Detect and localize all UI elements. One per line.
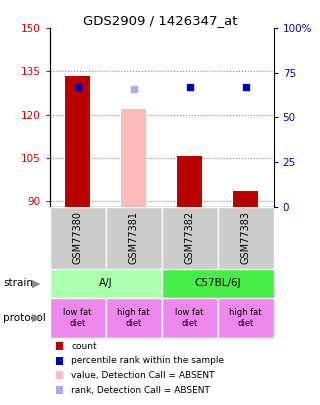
Bar: [65, 76, 90, 207]
Bar: [162, 207, 218, 269]
Text: GSM77382: GSM77382: [185, 211, 195, 264]
Text: A/J: A/J: [99, 279, 112, 288]
Text: high fat
diet: high fat diet: [117, 308, 150, 328]
Text: value, Detection Call = ABSENT: value, Detection Call = ABSENT: [71, 371, 214, 380]
Bar: [233, 191, 258, 207]
Bar: [50, 207, 106, 269]
Text: high fat
diet: high fat diet: [229, 308, 262, 328]
Text: low fat
diet: low fat diet: [63, 308, 92, 328]
Text: count: count: [71, 342, 97, 351]
Bar: [106, 298, 162, 338]
Bar: [162, 298, 218, 338]
Bar: [106, 207, 162, 269]
Text: GSM77380: GSM77380: [73, 211, 83, 264]
Bar: [218, 207, 274, 269]
Text: C57BL/6J: C57BL/6J: [194, 279, 241, 288]
Text: ▶: ▶: [32, 279, 41, 288]
Text: low fat
diet: low fat diet: [175, 308, 204, 328]
Bar: [162, 269, 274, 298]
Bar: [121, 109, 146, 207]
Text: GDS2909 / 1426347_at: GDS2909 / 1426347_at: [83, 14, 237, 27]
Bar: [177, 156, 202, 207]
Text: GSM77383: GSM77383: [241, 211, 251, 264]
Text: ▶: ▶: [32, 313, 41, 323]
Bar: [50, 298, 106, 338]
Text: rank, Detection Call = ABSENT: rank, Detection Call = ABSENT: [71, 386, 210, 394]
Text: protocol: protocol: [3, 313, 46, 323]
Text: percentile rank within the sample: percentile rank within the sample: [71, 356, 224, 365]
Text: GSM77381: GSM77381: [129, 211, 139, 264]
Bar: [50, 269, 162, 298]
Text: strain: strain: [3, 279, 33, 288]
Bar: [218, 298, 274, 338]
